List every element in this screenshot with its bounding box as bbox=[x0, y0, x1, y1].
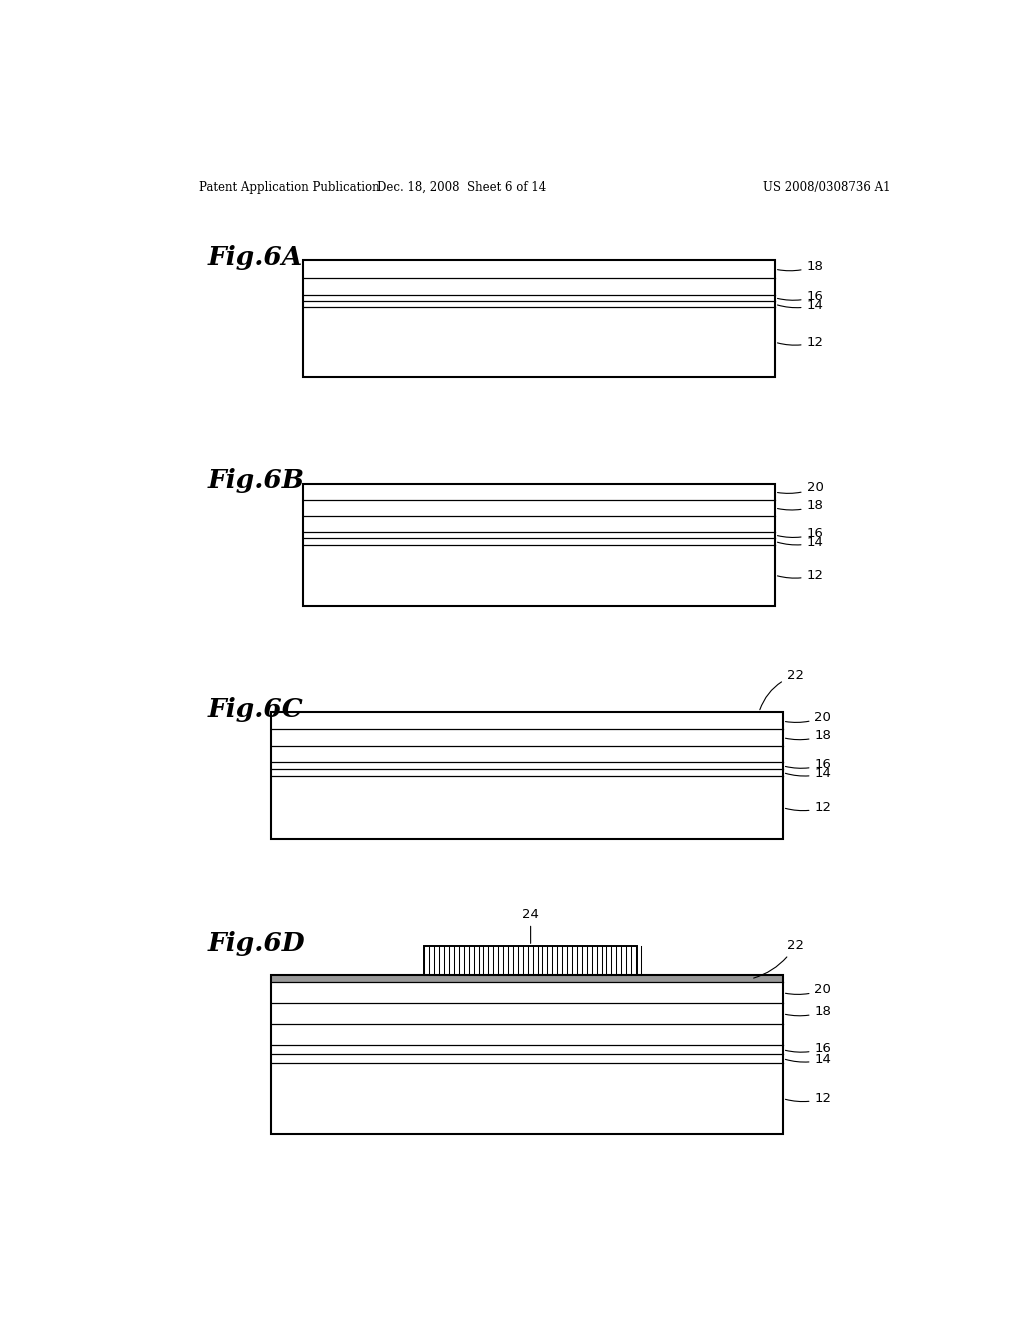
Bar bbox=[270, 1055, 782, 1063]
Text: 18: 18 bbox=[777, 260, 823, 272]
Bar bbox=[270, 1063, 782, 1134]
Text: 20: 20 bbox=[785, 710, 831, 723]
Text: 14: 14 bbox=[785, 767, 831, 780]
Text: 16: 16 bbox=[785, 1041, 831, 1055]
Bar bbox=[270, 1024, 782, 1045]
Bar bbox=[270, 713, 782, 840]
Bar bbox=[303, 260, 775, 378]
Text: 18: 18 bbox=[785, 1006, 831, 1018]
Bar bbox=[303, 308, 775, 378]
Bar bbox=[270, 730, 782, 746]
Text: 20: 20 bbox=[777, 482, 823, 495]
Bar bbox=[270, 975, 782, 982]
Bar bbox=[303, 516, 775, 532]
Text: 14: 14 bbox=[785, 1053, 831, 1067]
Bar bbox=[270, 1003, 782, 1024]
Bar bbox=[270, 975, 782, 1134]
Text: 24: 24 bbox=[522, 908, 539, 944]
Text: Patent Application Publication: Patent Application Publication bbox=[200, 181, 380, 194]
Bar bbox=[303, 500, 775, 516]
Text: Dec. 18, 2008  Sheet 6 of 14: Dec. 18, 2008 Sheet 6 of 14 bbox=[377, 181, 546, 194]
Text: 14: 14 bbox=[777, 298, 823, 312]
Text: 12: 12 bbox=[785, 801, 831, 814]
Bar bbox=[270, 746, 782, 763]
Text: Fig.6A: Fig.6A bbox=[207, 244, 303, 269]
Text: 18: 18 bbox=[777, 499, 823, 512]
Bar bbox=[270, 763, 782, 770]
Bar bbox=[303, 301, 775, 308]
Text: 18: 18 bbox=[785, 729, 831, 742]
Bar bbox=[424, 946, 637, 975]
Bar bbox=[303, 260, 775, 277]
Bar bbox=[270, 982, 782, 1003]
Text: Fig.6D: Fig.6D bbox=[207, 931, 305, 956]
Text: 22: 22 bbox=[754, 939, 804, 978]
Bar bbox=[270, 776, 782, 840]
Bar bbox=[270, 975, 782, 982]
Bar bbox=[303, 483, 775, 606]
Bar bbox=[303, 484, 775, 500]
Text: US 2008/0308736 A1: US 2008/0308736 A1 bbox=[763, 181, 891, 194]
Text: Fig.6C: Fig.6C bbox=[207, 697, 303, 722]
Text: 22: 22 bbox=[760, 669, 804, 710]
Text: 12: 12 bbox=[777, 569, 823, 582]
Text: 12: 12 bbox=[777, 335, 823, 348]
Bar bbox=[424, 946, 637, 975]
Text: 12: 12 bbox=[785, 1092, 831, 1105]
Bar bbox=[303, 532, 775, 539]
Bar bbox=[303, 277, 775, 294]
Bar bbox=[270, 770, 782, 776]
Text: 16: 16 bbox=[777, 528, 823, 540]
Bar bbox=[303, 545, 775, 606]
Text: 16: 16 bbox=[785, 758, 831, 771]
Text: 20: 20 bbox=[785, 983, 831, 997]
Text: Fig.6B: Fig.6B bbox=[207, 469, 304, 494]
Text: 14: 14 bbox=[777, 536, 823, 549]
Bar bbox=[303, 294, 775, 301]
Bar bbox=[270, 713, 782, 730]
Text: 16: 16 bbox=[777, 290, 823, 304]
Bar bbox=[303, 539, 775, 545]
Bar bbox=[270, 1045, 782, 1055]
